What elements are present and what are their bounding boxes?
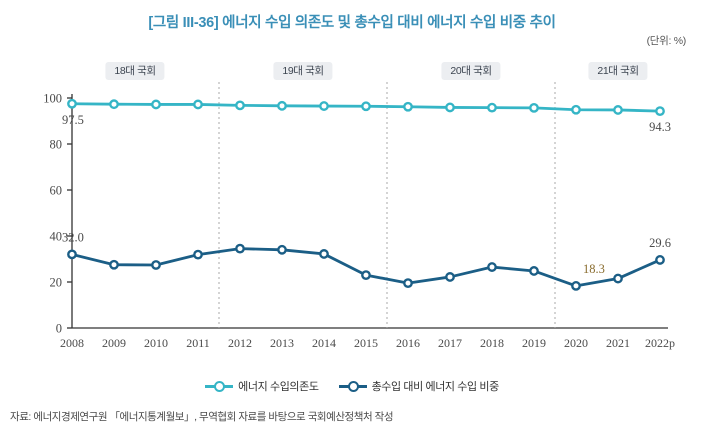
data-point-label: 18.3 xyxy=(583,262,605,276)
x-tick-label: 2008 xyxy=(60,336,84,350)
legend-label: 총수입 대비 에너지 수입 비중 xyxy=(371,381,500,393)
y-tick-label: 20 xyxy=(50,276,63,290)
y-tick-label: 80 xyxy=(50,138,63,152)
y-tick-label: 0 xyxy=(56,322,62,336)
legend-label: 에너지 수입의존도 xyxy=(238,381,319,393)
series-1-point xyxy=(235,100,245,111)
y-tick-label: 40 xyxy=(50,230,63,244)
legend-swatch-icon xyxy=(205,380,234,392)
series-1-point xyxy=(109,99,119,110)
series-2-point xyxy=(445,272,455,282)
legend-swatch-icon xyxy=(338,380,367,392)
x-tick-label: 2011 xyxy=(186,336,210,350)
series-2-point xyxy=(487,262,497,272)
data-point-label: 97.5 xyxy=(62,113,84,127)
x-tick-label: 2018 xyxy=(480,336,504,350)
series-1-point xyxy=(445,102,455,113)
source-note: 자료: 에너지경제연구원 「에너지통계월보」, 무역협회 자료를 바탕으로 국회… xyxy=(10,411,394,423)
x-tick-label: 2012 xyxy=(228,336,252,350)
series-2-point xyxy=(235,243,245,254)
series-1-point xyxy=(529,102,539,113)
series-2-point xyxy=(193,249,203,260)
series-1-point xyxy=(193,99,203,110)
series-1-point xyxy=(403,101,413,112)
series-2-point xyxy=(277,244,287,255)
x-tick-label: 2016 xyxy=(396,336,420,350)
assembly-badge-row: 18대 국회 19대 국회 20대 국회 21대 국회 xyxy=(0,62,704,82)
series-1-point xyxy=(361,101,371,112)
x-tick-label: 2009 xyxy=(102,336,126,350)
x-tick-label: 2020 xyxy=(564,336,588,350)
data-point-label: 32.0 xyxy=(62,230,84,244)
legend-item: 에너지 수입의존도 xyxy=(205,378,319,394)
series-2-point xyxy=(361,270,371,280)
assembly-badge: 19대 국회 xyxy=(273,62,333,80)
y-tick-label: 100 xyxy=(43,92,62,106)
series-2-point xyxy=(529,266,539,276)
series-1-point xyxy=(613,105,623,115)
series-1-point xyxy=(319,101,329,111)
x-tick-label: 2014 xyxy=(312,336,336,350)
series-1-point xyxy=(277,100,287,111)
series-2-point xyxy=(151,260,161,270)
series-1-point xyxy=(655,106,665,117)
series-2-point xyxy=(67,249,77,260)
assembly-badge: 18대 국회 xyxy=(105,62,165,80)
unit-note: (단위: %) xyxy=(646,35,687,47)
series-2-point xyxy=(403,278,413,289)
data-point-label: 29.6 xyxy=(649,236,671,250)
chart-legend: 에너지 수입의존도 총수입 대비 에너지 수입 비중 xyxy=(0,378,704,394)
x-tick-label: 2015 xyxy=(354,336,378,350)
series-2-point xyxy=(655,255,665,265)
x-tick-label: 2013 xyxy=(270,336,294,350)
x-tick-label: 2021 xyxy=(606,336,630,350)
assembly-badge: 21대 국회 xyxy=(588,62,648,80)
series-1-point xyxy=(67,98,77,109)
x-tick-label: 2010 xyxy=(144,336,168,350)
series-1-point xyxy=(487,102,497,113)
x-tick-label: 2017 xyxy=(438,336,462,350)
page-title: [그림 III-36] 에너지 수입 의존도 및 총수입 대비 에너지 수입 비… xyxy=(148,15,556,31)
x-tick-label: 2022p xyxy=(645,336,675,350)
series-2-point xyxy=(319,249,329,259)
series-2-point xyxy=(613,273,623,284)
y-tick-label: 60 xyxy=(50,184,63,198)
series-2-point xyxy=(571,281,581,291)
series-1-point xyxy=(571,104,581,115)
series-1-point xyxy=(151,99,161,110)
legend-item: 총수입 대비 에너지 수입 비중 xyxy=(338,378,500,394)
x-tick-label: 2019 xyxy=(522,336,546,350)
assembly-badge: 20대 국회 xyxy=(441,62,501,80)
series-2-point xyxy=(109,259,119,270)
data-point-label: 94.3 xyxy=(649,120,671,134)
